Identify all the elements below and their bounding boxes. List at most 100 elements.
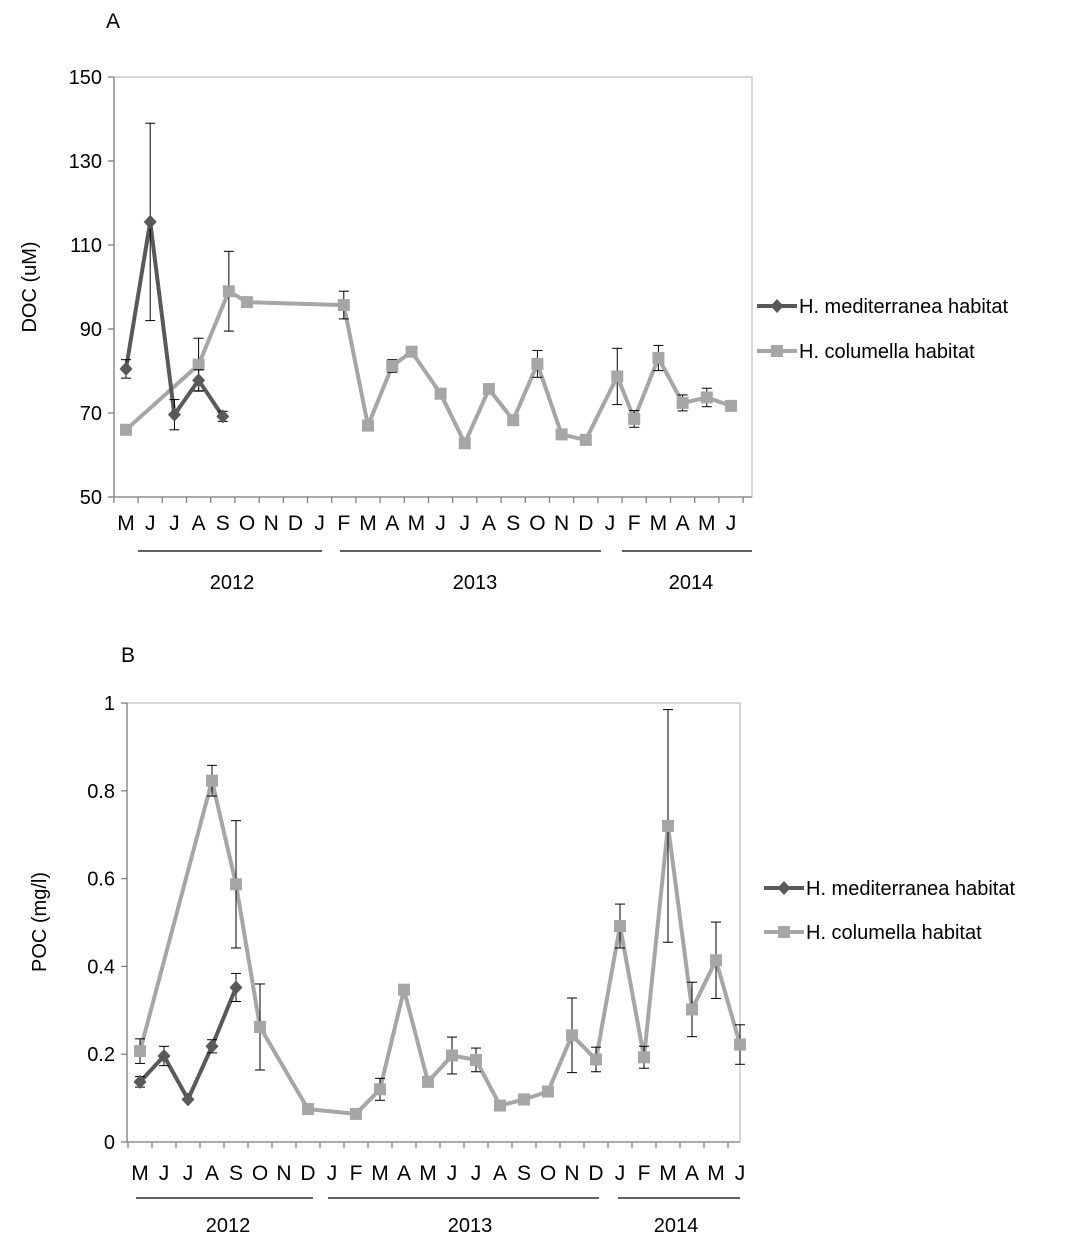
data-point: [494, 1099, 506, 1112]
data-point: [241, 296, 253, 309]
year-label: 2012: [206, 1215, 251, 1236]
month-label: S: [506, 512, 520, 535]
y-tick-label: 70: [80, 403, 102, 425]
month-label: D: [288, 512, 303, 535]
data-point: [638, 1051, 650, 1064]
data-point: [398, 983, 410, 996]
data-point: [167, 407, 181, 422]
y-tick-label: 0.6: [87, 869, 115, 891]
data-point: [337, 299, 350, 312]
panel-label: B: [121, 644, 135, 667]
month-label: O: [252, 1162, 268, 1185]
year-label: 2013: [448, 1215, 493, 1236]
plot-area: [113, 76, 753, 498]
legend-marker: [777, 881, 791, 895]
data-point: [119, 361, 133, 376]
y-tick-label: 50: [80, 487, 102, 509]
legend-marker: [778, 926, 790, 938]
data-point: [590, 1053, 602, 1066]
data-point: [302, 1103, 314, 1116]
month-label: M: [419, 1162, 437, 1185]
legend-entry: H. mediterranea habitat: [764, 878, 1015, 900]
legend-entry: H. mediterranea habitat: [757, 296, 1008, 318]
data-point: [143, 214, 157, 229]
data-point: [222, 285, 235, 298]
month-label: J: [471, 1162, 482, 1185]
legend-label: H. mediterranea habitat: [806, 878, 1015, 900]
month-label: M: [650, 512, 668, 535]
month-label: D: [300, 1162, 315, 1185]
data-point: [205, 1039, 219, 1054]
month-label: S: [216, 512, 230, 535]
data-point: [686, 1003, 698, 1016]
month-label: J: [460, 512, 471, 535]
data-point: [611, 370, 624, 383]
legend-label: H. mediterranea habitat: [799, 296, 1008, 318]
data-point: [734, 1038, 746, 1051]
data-point: [422, 1075, 434, 1088]
month-label: N: [554, 512, 569, 535]
data-point: [405, 345, 418, 358]
month-label: J: [183, 1162, 194, 1185]
data-point: [157, 1048, 171, 1063]
series-line: [124, 289, 732, 446]
month-label: O: [529, 512, 545, 535]
data-point: [446, 1049, 458, 1062]
data-point: [628, 412, 641, 425]
month-label: A: [192, 512, 206, 535]
data-point: [120, 423, 132, 436]
month-label: J: [169, 512, 180, 535]
month-label: M: [131, 1162, 149, 1185]
series-h-columella: [120, 250, 737, 450]
panel-label: A: [106, 10, 120, 33]
data-point: [192, 358, 205, 371]
data-point: [230, 878, 242, 891]
legend-marker: [770, 299, 784, 313]
data-point: [566, 1029, 578, 1042]
y-tick-label: 130: [69, 151, 102, 173]
month-label: M: [408, 512, 426, 535]
month-label: A: [482, 512, 496, 535]
month-label: N: [564, 1162, 579, 1185]
legend-entry: H. columella habitat: [764, 922, 982, 944]
month-label: A: [676, 512, 690, 535]
data-point: [374, 1083, 386, 1096]
month-label: S: [229, 1162, 243, 1185]
data-point: [542, 1085, 554, 1098]
month-label: D: [588, 1162, 603, 1185]
legend-label: H. columella habitat: [806, 922, 982, 944]
data-point: [555, 428, 568, 441]
legend-label: H. columella habitat: [799, 341, 975, 363]
y-tick-label: 150: [69, 67, 102, 89]
data-point: [518, 1093, 530, 1106]
month-label: N: [264, 512, 279, 535]
month-label: J: [435, 512, 446, 535]
data-point: [579, 433, 592, 446]
data-point: [531, 357, 544, 370]
y-tick-label: 0.2: [87, 1044, 115, 1066]
month-label: F: [628, 512, 641, 535]
month-label: M: [117, 512, 135, 535]
month-label: A: [205, 1162, 219, 1185]
data-point: [254, 1020, 266, 1033]
month-label: M: [359, 512, 377, 535]
month-label: A: [685, 1162, 699, 1185]
month-label: F: [638, 1162, 651, 1185]
month-label: J: [314, 512, 325, 535]
month-label: J: [145, 512, 156, 535]
month-label: J: [615, 1162, 626, 1185]
data-point: [386, 359, 399, 372]
data-point: [134, 1045, 146, 1058]
month-label: J: [447, 1162, 458, 1185]
y-axis-label: DOC (uM): [19, 241, 41, 332]
y-tick-label: 0.4: [87, 956, 115, 978]
y-axis-label: POC (mg/l): [29, 872, 51, 972]
data-point: [181, 1092, 195, 1107]
year-label: 2014: [669, 572, 714, 594]
data-point: [483, 383, 495, 396]
data-point: [434, 387, 447, 400]
data-point: [216, 409, 230, 424]
